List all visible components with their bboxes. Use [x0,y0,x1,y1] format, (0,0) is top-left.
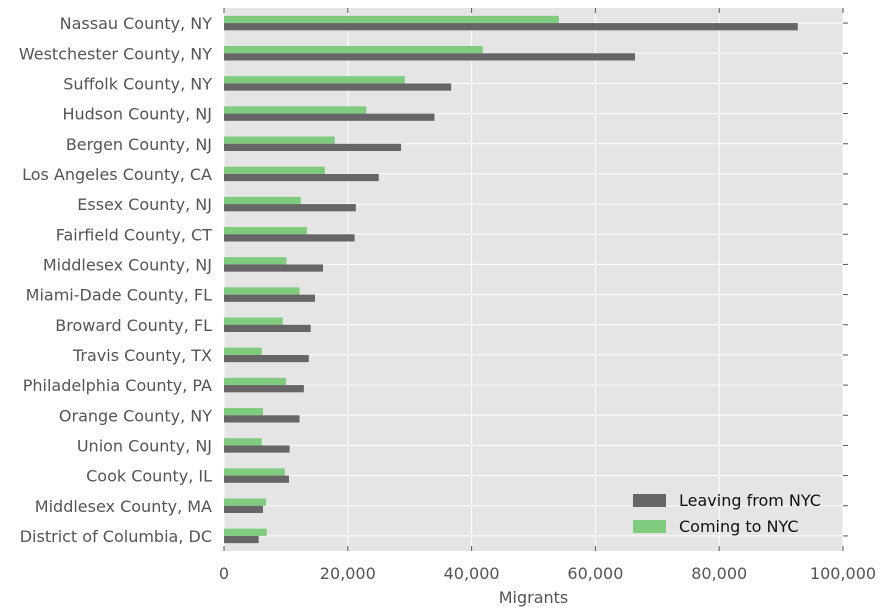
y-tick-label: Hudson County, NJ [62,105,212,124]
bar-leaving-from-nyc [224,23,798,31]
legend-label: Coming to NYC [679,517,799,536]
bar-coming-to-nyc [224,227,307,235]
y-tick-label: Miami-Dade County, FL [26,286,212,305]
bar-leaving-from-nyc [224,143,402,151]
legend-label: Leaving from NYC [679,491,821,510]
bar-coming-to-nyc [224,76,405,84]
bar-leaving-from-nyc [224,415,300,423]
y-tick-label: Nassau County, NY [60,14,213,33]
bar-leaving-from-nyc [224,475,289,483]
y-tick-label: Middlesex County, NJ [43,255,212,274]
y-tick-label: Broward County, FL [55,316,212,335]
bar-coming-to-nyc [224,347,262,355]
x-tick-label: 80,000 [691,564,747,583]
x-tick-label: 40,000 [444,564,500,583]
bar-coming-to-nyc [224,528,267,536]
y-tick-label: Fairfield County, CT [56,225,213,244]
y-tick-label: Union County, NJ [77,436,212,455]
x-axis: 0 20,000 40,000 60,000 80,000 100,000 [219,8,876,583]
x-tick-label: 20,000 [320,564,376,583]
y-tick-label: Orange County, NY [59,406,212,425]
bar-leaving-from-nyc [224,173,379,182]
x-tick-label: 0 [219,564,229,583]
bar-coming-to-nyc [224,196,301,205]
bar-coming-to-nyc [224,46,483,54]
y-tick-label: Westchester County, NY [19,44,212,63]
bar-leaving-from-nyc [224,445,290,453]
legend: Leaving from NYC Coming to NYC [633,491,821,536]
y-tick-label: Middlesex County, MA [35,497,212,516]
bar-coming-to-nyc [224,136,335,144]
bar-coming-to-nyc [224,287,300,295]
x-tick-label: 60,000 [567,564,623,583]
y-tick-label: Suffolk County, NY [63,74,212,93]
bar-coming-to-nyc [224,498,267,506]
bar-leaving-from-nyc [224,264,324,272]
y-tick-label: Bergen County, NJ [66,135,212,154]
bar-leaving-from-nyc [224,535,259,544]
bar-leaving-from-nyc [224,385,304,393]
bar-coming-to-nyc [224,106,367,114]
y-tick-label: Philadelphia County, PA [23,376,212,395]
legend-swatch [633,494,666,507]
bars [224,15,798,544]
y-tick-label: Los Angeles County, CA [22,165,212,184]
bar-coming-to-nyc [224,377,286,386]
bar-coming-to-nyc [224,15,559,24]
bar-leaving-from-nyc [224,204,356,212]
bar-leaving-from-nyc [224,83,452,91]
bar-coming-to-nyc [224,257,287,265]
x-tick-label: 100,000 [810,564,876,583]
x-axis-title: Migrants [499,588,569,607]
y-tick-label: Travis County, TX [72,346,212,365]
bar-coming-to-nyc [224,438,262,446]
bar-leaving-from-nyc [224,324,311,332]
bar-coming-to-nyc [224,166,325,174]
legend-swatch [633,520,666,533]
bar-leaving-from-nyc [224,354,309,363]
bar-coming-to-nyc [224,468,285,476]
bar-leaving-from-nyc [224,294,315,302]
y-tick-label: Essex County, NJ [77,195,212,214]
bar-leaving-from-nyc [224,505,263,513]
bar-leaving-from-nyc [224,113,435,121]
bar-coming-to-nyc [224,408,263,416]
y-axis: Nassau County, NY Westchester County, NY S… [19,14,848,546]
bar-leaving-from-nyc [224,53,636,61]
plot-area [224,8,843,551]
bar-coming-to-nyc [224,317,283,325]
bar-leaving-from-nyc [224,234,355,242]
y-tick-label: Cook County, IL [86,467,212,486]
y-tick-label: District of Columbia, DC [20,527,212,546]
